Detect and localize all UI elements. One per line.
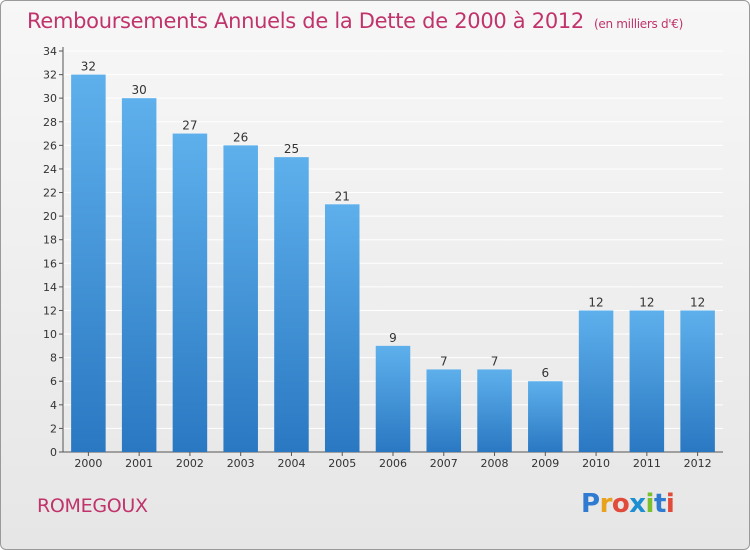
y-tick-label: 4 <box>50 399 57 412</box>
y-tick-label: 10 <box>43 328 57 341</box>
x-tick-label: 2003 <box>227 457 255 470</box>
x-tick-label: 2011 <box>633 457 661 470</box>
bar-value-label: 7 <box>491 354 499 368</box>
bar-value-label: 12 <box>690 295 705 309</box>
bar-value-label: 12 <box>639 295 654 309</box>
chart-unit: (en milliers d'€) <box>594 17 684 31</box>
y-tick-label: 22 <box>43 187 57 200</box>
commune-name: ROMEGOUX <box>37 495 148 517</box>
bar-value-label: 12 <box>588 295 603 309</box>
y-tick-label: 18 <box>43 234 57 247</box>
y-tick-label: 32 <box>43 69 57 82</box>
y-tick-label: 16 <box>43 257 57 270</box>
x-tick-label: 2006 <box>379 457 407 470</box>
y-tick-label: 26 <box>43 139 57 152</box>
proxiti-logo: Proxiti <box>581 489 675 519</box>
logo-letter: r <box>599 489 613 519</box>
x-tick-label: 2005 <box>328 457 356 470</box>
bar-value-label: 9 <box>389 331 397 345</box>
logo-letter: t <box>653 489 666 519</box>
x-tick-label: 2010 <box>582 457 610 470</box>
logo-letter: o <box>611 489 630 519</box>
y-tick-label: 6 <box>50 375 57 388</box>
bar-value-label: 27 <box>182 119 197 133</box>
logo-letter: P <box>581 489 600 519</box>
bar-value-label: 25 <box>284 142 299 156</box>
bar <box>629 310 665 452</box>
bar <box>477 369 512 452</box>
y-tick-label: 30 <box>43 92 57 105</box>
bar <box>223 145 258 452</box>
x-tick-label: 2008 <box>481 457 509 470</box>
y-tick-label: 2 <box>50 422 57 435</box>
bar <box>324 204 360 452</box>
x-tick-label: 2009 <box>531 457 559 470</box>
bar <box>71 74 106 453</box>
x-tick-label: 2004 <box>277 457 305 470</box>
y-tick-label: 8 <box>50 352 57 365</box>
bar-value-label: 6 <box>541 366 549 380</box>
logo-letter: i <box>645 489 655 519</box>
x-tick-label: 2000 <box>74 457 102 470</box>
x-tick-label: 2007 <box>430 457 458 470</box>
bar <box>172 133 208 452</box>
bar-value-label: 21 <box>335 189 350 203</box>
bar-value-label: 26 <box>233 130 248 144</box>
bar <box>274 157 309 452</box>
bar <box>680 310 715 452</box>
chart-title-text: Remboursements Annuels de la Dette de 20… <box>27 9 584 33</box>
bar-value-label: 32 <box>81 60 96 74</box>
x-tick-label: 2012 <box>684 457 712 470</box>
logo-letter: i <box>665 489 675 519</box>
x-tick-label: 2001 <box>125 457 153 470</box>
bar <box>426 369 462 452</box>
y-tick-label: 14 <box>43 281 57 294</box>
y-tick-label: 28 <box>43 116 57 129</box>
y-tick-label: 0 <box>50 446 57 459</box>
x-tick-label: 2002 <box>176 457 204 470</box>
y-tick-label: 24 <box>43 163 57 176</box>
labels: 32 30 27 26 25 21 9 7 7 6 12 12 12 <box>81 60 706 381</box>
logo-letter: x <box>629 489 646 519</box>
y-tick-label: 12 <box>43 304 57 317</box>
chart-title: Remboursements Annuels de la Dette de 20… <box>27 9 683 33</box>
bar <box>528 381 563 452</box>
y-tick-label: 20 <box>43 210 57 223</box>
bar <box>578 310 614 452</box>
bars <box>71 74 715 453</box>
bar-value-label: 7 <box>440 354 448 368</box>
bar <box>121 98 157 453</box>
bar-value-label: 30 <box>132 83 147 97</box>
y-tick-label: 34 <box>43 45 57 58</box>
bar <box>375 345 411 452</box>
